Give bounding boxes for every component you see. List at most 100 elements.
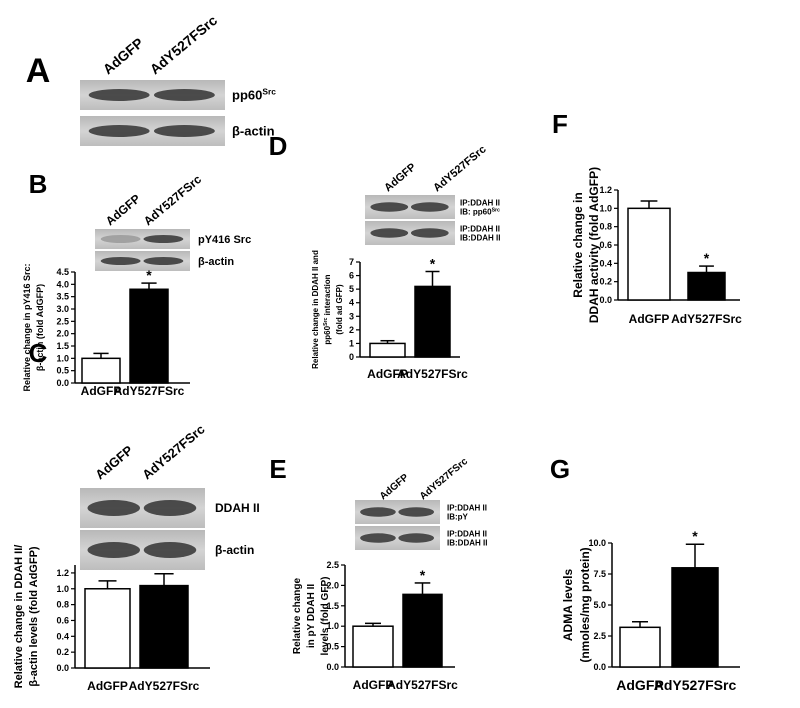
y-tick-label: 0.2 (56, 647, 69, 657)
category-label: AdGFP (87, 679, 128, 693)
y-tick-label: 5 (349, 284, 354, 294)
category-label: AdY527FSrc (129, 679, 200, 693)
significance-mark: * (146, 267, 152, 283)
category-label: AdGFP (367, 367, 408, 381)
lane-label: AdY527FSrc (147, 12, 221, 77)
y-tick-label: 0.0 (593, 662, 606, 672)
y-tick-label: 0.4 (56, 631, 69, 641)
text-part: IB: pp60 (460, 207, 492, 216)
blot-band (143, 257, 184, 265)
blot-band (143, 542, 197, 558)
y-tick-label: 0.6 (599, 240, 612, 250)
lane-label: AdY527FSrc (418, 456, 471, 503)
lane-label: AdY527FSrc (141, 172, 204, 228)
blot-band (370, 202, 409, 212)
y-tick-label: 0 (349, 352, 354, 362)
lane-label: AdGFP (100, 35, 147, 78)
blot-band (360, 507, 396, 517)
y-tick-label: 5.0 (593, 600, 606, 610)
blot-label: IB:DDAH II (460, 233, 500, 242)
blot-band (370, 228, 409, 238)
significance-mark: * (430, 256, 436, 272)
y-axis-label: Relative change (292, 577, 303, 654)
bar (81, 357, 121, 384)
bar (619, 626, 661, 668)
bar (414, 285, 451, 358)
category-label: AdY527FSrc (397, 367, 468, 381)
y-tick-label: 4.5 (56, 267, 69, 277)
y-tick-label: 2.0 (326, 580, 339, 590)
blot-label: β-actin (215, 543, 254, 557)
blot-band (410, 228, 449, 238)
bar (84, 588, 131, 669)
blot-label: DDAH II (215, 501, 260, 515)
blot-label: IB:pY (447, 512, 469, 521)
y-axis-label: Relative change in DDAH II/ (13, 545, 25, 689)
y-axis-label: β-actin levels (fold AdGFP) (28, 546, 40, 686)
y-tick-label: 0.0 (599, 295, 612, 305)
category-label: AdGFP (629, 312, 670, 326)
y-tick-label: 2.0 (56, 329, 69, 339)
text-part: interaction (323, 274, 332, 317)
y-tick-label: 0.8 (599, 222, 612, 232)
blot-band (87, 542, 140, 558)
blot-label: IP:DDAH II (460, 224, 500, 233)
category-label: AdY527FSrc (387, 678, 458, 692)
significance-mark: * (704, 250, 710, 266)
y-tick-label: 10.0 (588, 538, 606, 548)
superscript: Src (262, 87, 276, 97)
y-tick-label: 0.0 (326, 662, 339, 672)
blot-band (100, 235, 141, 243)
lane-label: AdGFP (103, 191, 143, 228)
blot-label: IP:DDAH II (460, 198, 500, 207)
blot-label: pp60Src (232, 87, 276, 103)
blot-strip (95, 251, 190, 271)
panel-letter: A (26, 52, 51, 90)
panel-letter: B (29, 169, 48, 199)
y-axis-label: Relative change in pY416 Src: (22, 263, 32, 391)
blot-band (398, 533, 435, 543)
text-part: pp60 (232, 88, 262, 103)
y-tick-label: 1.0 (599, 203, 612, 213)
panel-letter: F (552, 109, 568, 139)
y-tick-label: 1.0 (56, 584, 69, 594)
category-label: AdGFP (616, 677, 663, 693)
y-axis-label: ADMA levels (561, 569, 575, 642)
y-tick-label: 1.5 (326, 601, 339, 611)
y-tick-label: 3.0 (56, 304, 69, 314)
lane-label: AdGFP (378, 472, 411, 502)
lane-label: AdY527FSrc (139, 422, 207, 483)
y-axis-label: pp60Src interaction (323, 274, 332, 344)
y-axis-label: levels (fold GFP) (320, 577, 331, 656)
bar (687, 271, 726, 301)
blot-band (143, 235, 184, 243)
category-label: AdGFP (81, 384, 122, 398)
blot-label: β-actin (232, 124, 275, 139)
panel-letter: C (29, 338, 48, 368)
blot-band (153, 125, 215, 137)
y-axis-label: Relative change in (571, 192, 585, 297)
blot-label: β-actin (198, 256, 234, 268)
blot-band (88, 125, 150, 137)
y-axis-label: in pY DDAH II (306, 584, 317, 648)
bar (627, 207, 671, 301)
bar (129, 288, 169, 384)
y-tick-label: 1.0 (56, 353, 69, 363)
panel-letter: D (269, 131, 288, 161)
bar (402, 593, 443, 668)
y-tick-label: 0.5 (56, 366, 69, 376)
y-tick-label: 2 (349, 325, 354, 335)
y-tick-label: 0.8 (56, 600, 69, 610)
y-axis-label: (fold ad GFP) (335, 284, 344, 335)
y-tick-label: 0.6 (56, 615, 69, 625)
blot-label: IP:DDAH II (447, 529, 487, 538)
y-axis-label: Relative change in DDAH II and (311, 250, 320, 369)
blot-label: IP:DDAH II (447, 503, 487, 512)
text-part: pp60 (323, 325, 332, 344)
y-tick-label: 3.5 (56, 292, 69, 302)
category-label: AdY527FSrc (114, 384, 185, 398)
y-tick-label: 1.2 (599, 185, 612, 195)
panel-letter: E (269, 454, 286, 484)
blot-label: pY416 Src (198, 234, 251, 246)
